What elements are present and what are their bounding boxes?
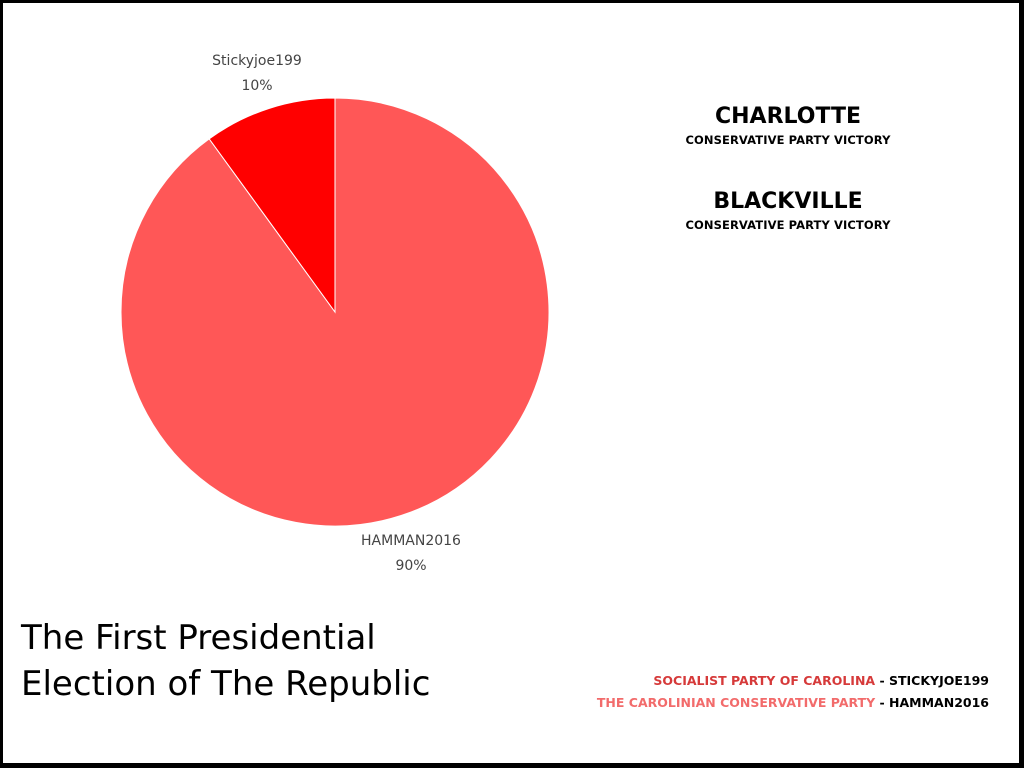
chart-title: The First Presidential Election of The R…: [21, 618, 431, 704]
city-name: CHARLOTTE: [714, 104, 861, 129]
legend-row-socialist: SOCIALIST PARTY OF CAROLINA - STICKYJOE1…: [597, 670, 989, 692]
slice-percent: 90%: [395, 558, 427, 574]
legend-party-name: SOCIALIST PARTY OF CAROLINA: [653, 673, 876, 688]
legend-separator: -: [875, 695, 890, 710]
legend-party-name: THE CAROLINIAN CONSERVATIVE PARTY: [596, 695, 876, 710]
slide: Stickyjoe199 10% HAMMAN2016 90% CHARLOTT…: [3, 3, 1019, 763]
pie-slice-stickyjoe199: [208, 97, 336, 314]
slice-label-stickyjoe199: Stickyjoe199 10%: [177, 49, 337, 99]
slice-name: HAMMAN2016: [361, 533, 461, 549]
result-charlotte: CHARLOTTE CONSERVATIVE PARTY VICTORY: [603, 103, 973, 149]
pie-chart: [120, 97, 550, 527]
legend-member: STICKYJOE199: [889, 673, 989, 688]
slice-name: Stickyjoe199: [212, 53, 302, 69]
legend-member: HAMMAN2016: [889, 695, 989, 710]
city-outcome: CONSERVATIVE PARTY VICTORY: [685, 133, 891, 147]
city-outcome: CONSERVATIVE PARTY VICTORY: [685, 218, 891, 232]
city-name: BLACKVILLE: [713, 189, 863, 214]
party-legend: SOCIALIST PARTY OF CAROLINA - STICKYJOE1…: [597, 670, 989, 714]
slice-percent: 10%: [241, 78, 273, 94]
legend-row-conservative: THE CAROLINIAN CONSERVATIVE PARTY - HAMM…: [597, 692, 989, 714]
slice-label-hamman2016: HAMMAN2016 90%: [331, 529, 491, 579]
legend-separator: -: [875, 673, 889, 688]
result-blackville: BLACKVILLE CONSERVATIVE PARTY VICTORY: [603, 188, 973, 234]
